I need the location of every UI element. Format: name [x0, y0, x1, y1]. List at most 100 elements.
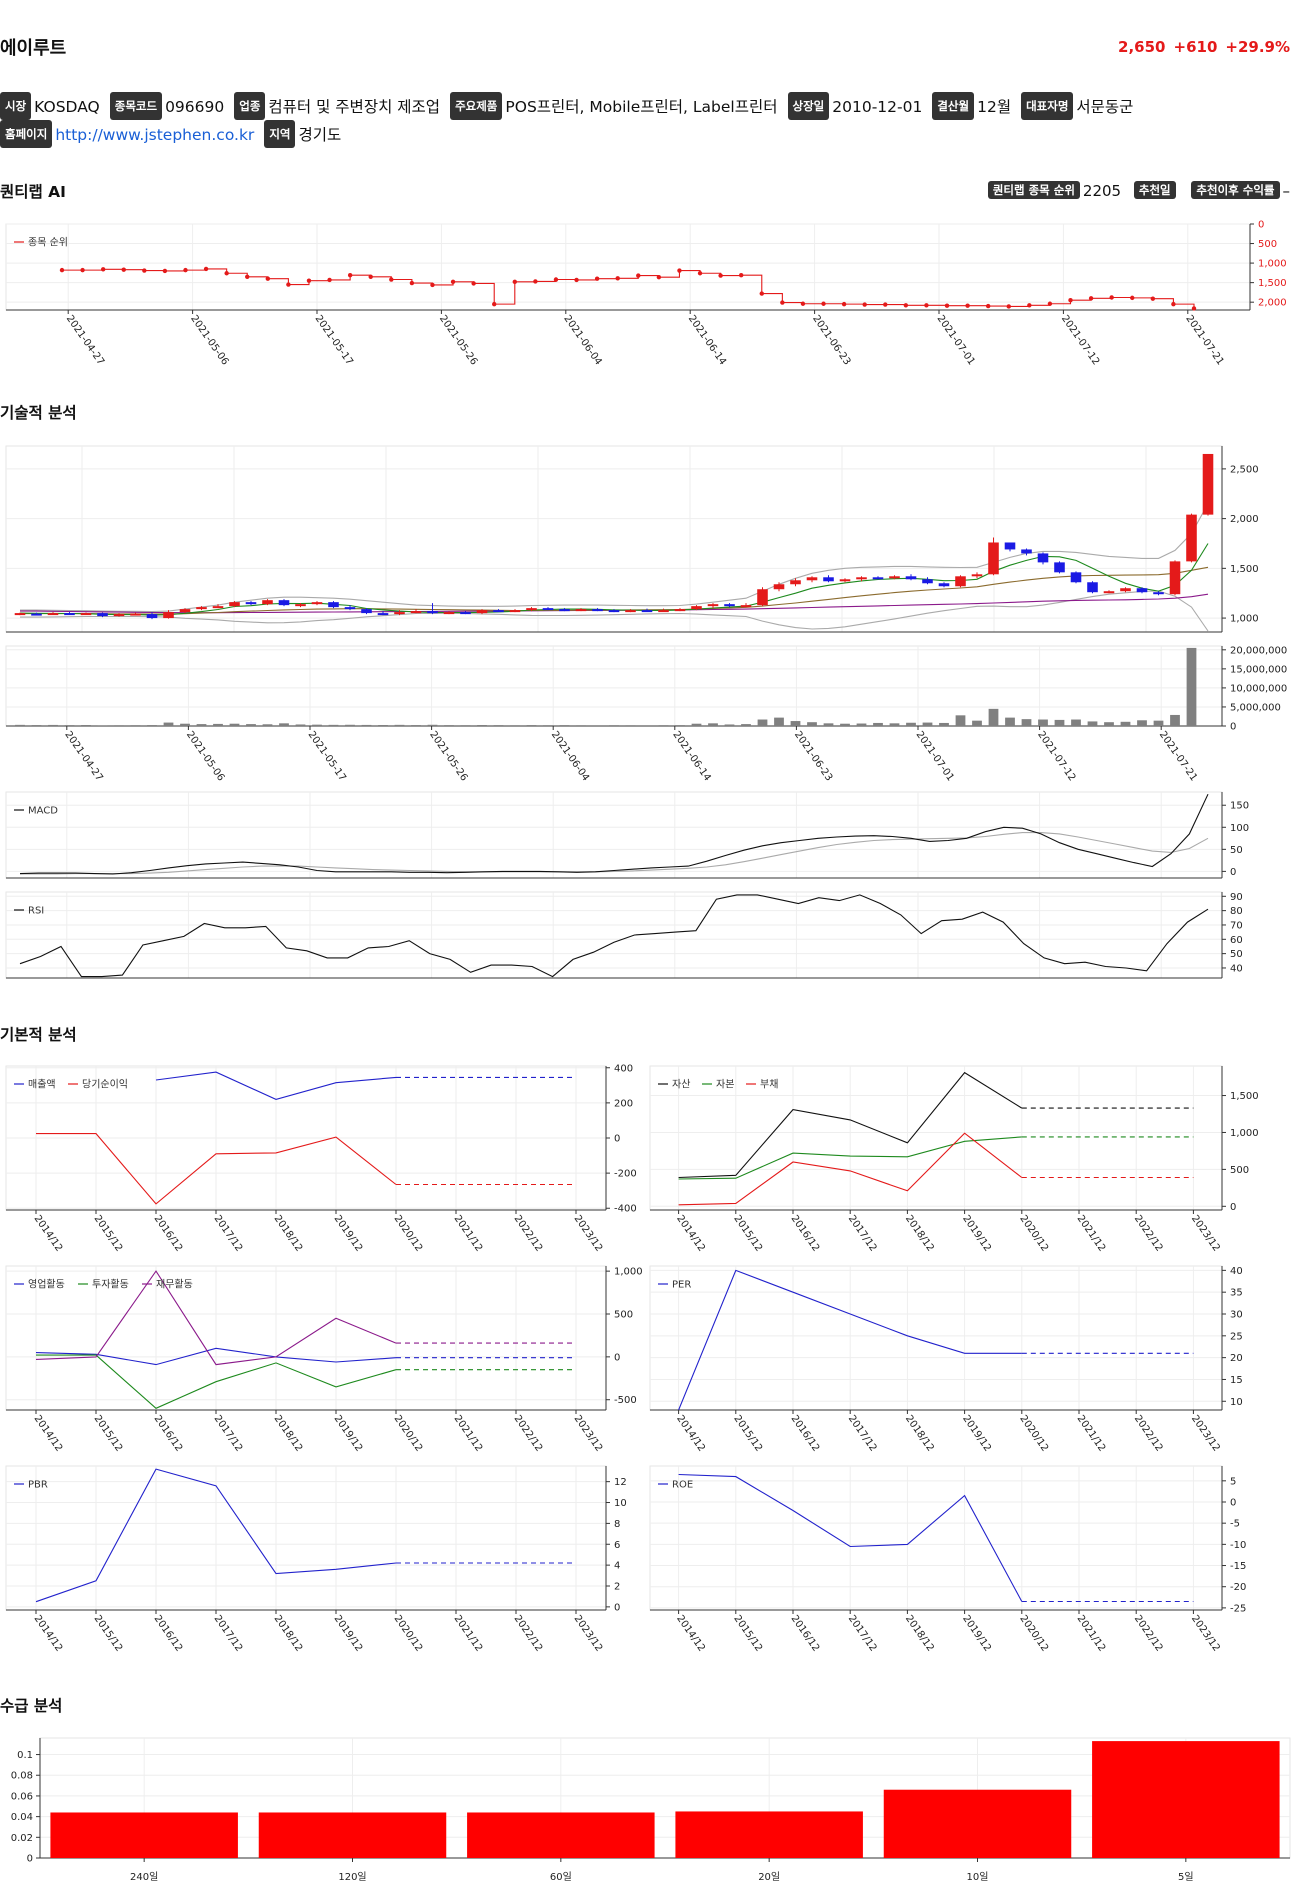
x-tick-label: 2021-06-14 [686, 313, 728, 367]
candle [1070, 572, 1082, 583]
candle [823, 577, 834, 582]
x-tick-label: 2022/12 [1132, 1613, 1165, 1653]
candle [575, 609, 587, 612]
rank-point [1150, 296, 1156, 301]
quant-summary: 퀀티랩 종목 순위 2205 추천일 추천이후 수익률 – [980, 181, 1290, 200]
x-tick-label: 2020/12 [392, 1213, 425, 1253]
plot-frame [5, 223, 1251, 311]
candle [427, 611, 438, 614]
roe-roe-line [678, 1473, 1023, 1602]
x-tick-label: 2015/12 [731, 1213, 764, 1253]
x-tick-label: 2021-05-26 [437, 313, 479, 367]
section-title-supply: 수급 분석 [0, 1697, 63, 1715]
y-tick-label: 25 [1230, 1331, 1243, 1342]
rank-point [1130, 295, 1135, 301]
volume-bar [411, 725, 421, 726]
rank-point [780, 300, 785, 305]
y-tick-label: -15 [1230, 1561, 1246, 1572]
y-tick-label: 1,500 [1258, 278, 1287, 289]
volume-bar [328, 724, 339, 726]
rank-point [1171, 301, 1176, 307]
rank-point [492, 301, 497, 307]
volume-bar [196, 724, 207, 726]
volume-bar [97, 725, 108, 726]
y-tick-label: 90 [1230, 892, 1243, 903]
x-tick-label: 2023/12 [572, 1613, 605, 1653]
plot-frame [649, 1065, 1223, 1211]
volume-bar [559, 725, 570, 726]
supply-bar [1092, 1741, 1280, 1858]
candle [1153, 592, 1164, 595]
rank-point [1191, 306, 1197, 311]
plot-frame [39, 1737, 1291, 1859]
x-tick-label: 2019/12 [332, 1213, 365, 1253]
rsi-line [19, 894, 1209, 978]
x-tick-label: 2021-06-23 [792, 729, 834, 783]
x-tick-label: 120일 [338, 1871, 366, 1883]
volume-bar [988, 708, 999, 726]
candle [328, 602, 339, 608]
rank-point [100, 267, 106, 272]
legend-label: 종목 순위 [28, 236, 68, 249]
volume-bar [31, 725, 42, 726]
y-tick-label: 0.1 [17, 1750, 33, 1761]
info-label: 업종 [234, 92, 266, 120]
rank-point [80, 267, 85, 273]
x-tick-label: 2020/12 [392, 1613, 425, 1653]
x-tick-label: 2021-05-17 [313, 313, 355, 367]
volume-bar [856, 723, 867, 726]
info-item: 홈페이지 http://www.jstephen.co.kr [0, 120, 254, 148]
y-tick-label: -500 [614, 1395, 637, 1406]
volume-bar [609, 725, 619, 726]
x-tick-label: 2018/12 [272, 1613, 305, 1653]
candle [790, 580, 801, 585]
y-tick-label: 40 [1230, 963, 1243, 974]
y-tick-label: 200 [614, 1098, 633, 1109]
x-tick-label: 2017/12 [846, 1213, 879, 1253]
y-tick-label: 10 [1230, 1397, 1243, 1408]
rank-point [1047, 301, 1053, 306]
info-value: 서문동군 [1076, 98, 1134, 116]
candle [542, 608, 554, 611]
section-title-quantilab: 퀀티랩 AI [0, 183, 66, 201]
y-tick-label: 1,500 [1230, 1091, 1259, 1102]
x-tick-label: 2021-05-06 [184, 729, 226, 783]
candle [856, 577, 867, 580]
x-tick-label: 2016/12 [152, 1213, 185, 1253]
candle [179, 609, 191, 613]
volume-bar [1186, 647, 1197, 726]
candle [988, 542, 999, 575]
rank-point [841, 301, 847, 307]
plot-frame [649, 1265, 1223, 1411]
volume-bar [64, 725, 75, 726]
y-tick-label: 35 [1230, 1288, 1243, 1299]
volume-bar [873, 722, 883, 726]
legend-label: 자산 [672, 1079, 690, 1091]
volume-bar [114, 725, 124, 726]
x-tick-label: 240일 [130, 1871, 158, 1883]
rank-point [347, 273, 353, 278]
rank-point [862, 302, 867, 307]
x-tick-label: 60일 [550, 1871, 572, 1883]
volume-bar [1054, 719, 1065, 726]
rec-date-badge: 추천일 [1133, 181, 1176, 199]
rank-point [142, 268, 147, 273]
candle [1054, 562, 1065, 573]
macd-MACD-line [19, 793, 1209, 875]
candle [1186, 514, 1197, 562]
x-tick-label: 2020/12 [392, 1413, 425, 1453]
candle [509, 610, 521, 613]
info-label: 지역 [264, 120, 296, 148]
info-value: 2010-12-01 [832, 98, 923, 116]
volume-bar [774, 717, 784, 726]
x-tick-label: 2017/12 [846, 1413, 879, 1453]
homepage-link[interactable]: http://www.jstephen.co.kr [55, 126, 255, 144]
supply-chart: 0 0.02 0.04 0.06 0.08 0.1 240일 120일 60일 20일 10일 5일 [11, 1737, 1291, 1883]
y-tick-label: -5 [1230, 1519, 1240, 1530]
rec-return-badge: 추천이후 수익률 [1191, 181, 1280, 199]
y-tick-label: 0 [614, 1134, 620, 1145]
volume-bar [510, 725, 520, 726]
x-tick-label: 2017/12 [846, 1613, 879, 1653]
candle [707, 604, 719, 607]
volume-bar [312, 724, 322, 726]
